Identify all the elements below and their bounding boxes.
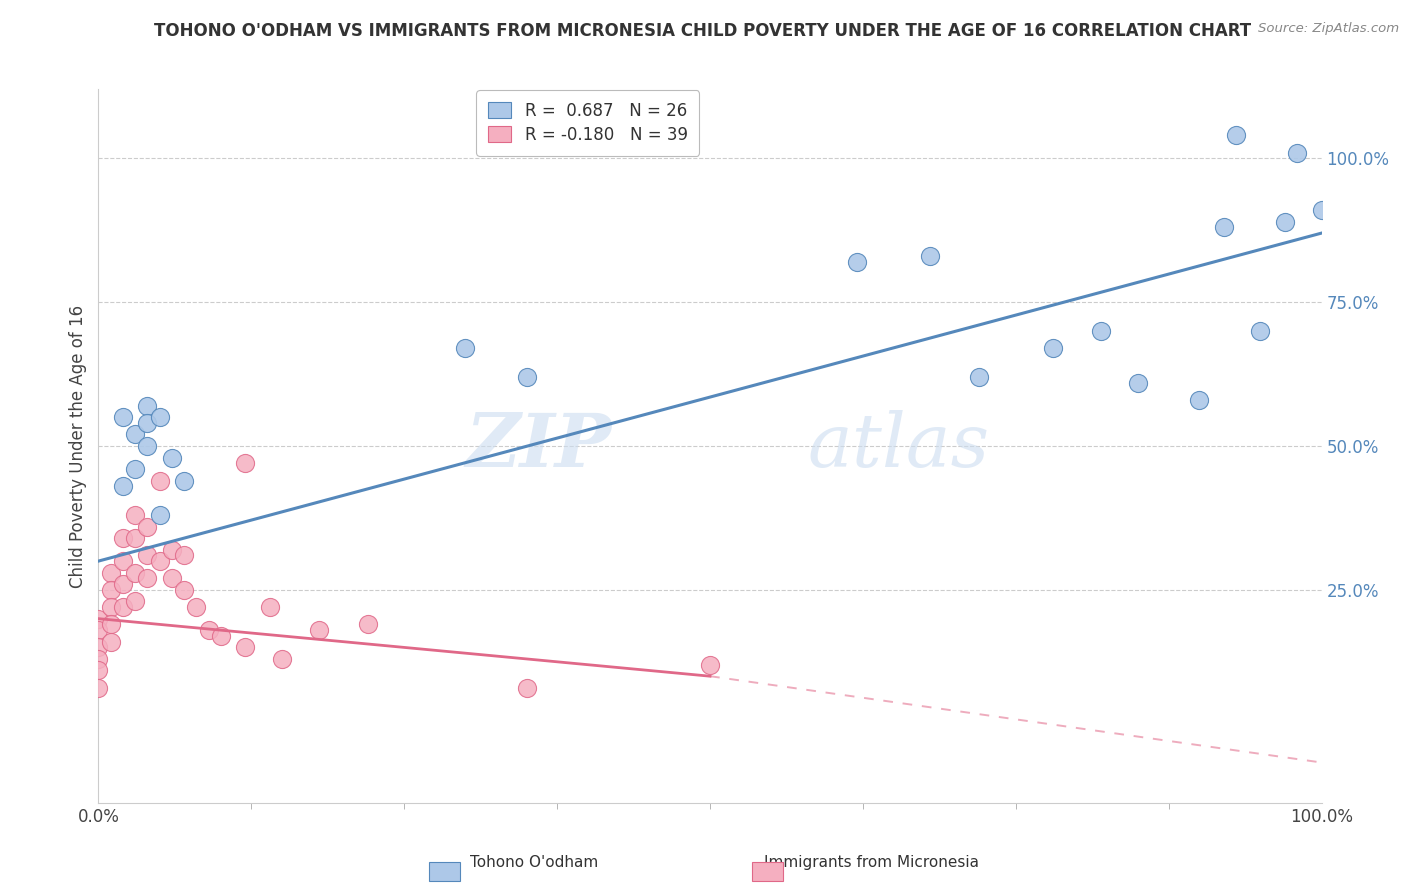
Point bbox=[87, 640, 110, 655]
Point bbox=[160, 450, 183, 465]
Text: Source: ZipAtlas.com: Source: ZipAtlas.com bbox=[1258, 22, 1399, 36]
Point bbox=[1274, 214, 1296, 228]
Point bbox=[845, 255, 868, 269]
Point bbox=[699, 657, 721, 672]
Point bbox=[920, 249, 942, 263]
Point bbox=[515, 370, 537, 384]
Point bbox=[173, 474, 195, 488]
Point bbox=[1128, 376, 1150, 390]
Point bbox=[100, 566, 122, 580]
Point bbox=[136, 519, 159, 533]
Point bbox=[173, 582, 195, 597]
Point bbox=[270, 652, 294, 666]
Point bbox=[967, 370, 990, 384]
Point bbox=[100, 634, 122, 648]
Text: TOHONO O'ODHAM VS IMMIGRANTS FROM MICRONESIA CHILD POVERTY UNDER THE AGE OF 16 C: TOHONO O'ODHAM VS IMMIGRANTS FROM MICRON… bbox=[155, 22, 1251, 40]
Point bbox=[515, 681, 537, 695]
Point bbox=[454, 341, 477, 355]
Point bbox=[124, 508, 146, 522]
Point bbox=[136, 549, 159, 563]
Point bbox=[233, 456, 256, 470]
Legend: R =  0.687   N = 26, R = -0.180   N = 39: R = 0.687 N = 26, R = -0.180 N = 39 bbox=[477, 90, 699, 155]
Point bbox=[124, 462, 146, 476]
Point bbox=[197, 623, 219, 637]
Point bbox=[124, 594, 146, 608]
Point bbox=[124, 566, 146, 580]
Point bbox=[87, 612, 110, 626]
Point bbox=[87, 623, 110, 637]
Point bbox=[1286, 145, 1309, 160]
Point bbox=[111, 410, 134, 425]
Point bbox=[136, 399, 159, 413]
Point bbox=[136, 416, 159, 430]
Point bbox=[124, 427, 146, 442]
Point bbox=[149, 554, 172, 568]
Point bbox=[100, 617, 122, 632]
Point bbox=[136, 571, 159, 585]
Point bbox=[160, 542, 183, 557]
Point bbox=[1042, 341, 1064, 355]
Point bbox=[233, 640, 256, 655]
Point bbox=[173, 549, 195, 563]
Text: Tohono O'odham: Tohono O'odham bbox=[470, 855, 599, 870]
Text: atlas: atlas bbox=[808, 409, 990, 483]
Point bbox=[149, 410, 172, 425]
Point bbox=[111, 479, 134, 493]
Point bbox=[100, 582, 122, 597]
Point bbox=[160, 571, 183, 585]
Text: Immigrants from Micronesia: Immigrants from Micronesia bbox=[765, 855, 979, 870]
Point bbox=[1090, 324, 1112, 338]
Point bbox=[1249, 324, 1271, 338]
Point bbox=[1225, 128, 1247, 143]
Point bbox=[124, 531, 146, 545]
Text: ZIP: ZIP bbox=[465, 409, 612, 483]
Point bbox=[149, 474, 172, 488]
Point bbox=[136, 439, 159, 453]
Point bbox=[1310, 202, 1333, 217]
Point bbox=[111, 531, 134, 545]
Y-axis label: Child Poverty Under the Age of 16: Child Poverty Under the Age of 16 bbox=[69, 304, 87, 588]
Point bbox=[186, 600, 208, 615]
Point bbox=[87, 681, 110, 695]
Point bbox=[308, 623, 330, 637]
Point bbox=[149, 508, 172, 522]
Point bbox=[111, 600, 134, 615]
Point bbox=[209, 629, 232, 643]
Point bbox=[1212, 220, 1234, 235]
Point bbox=[111, 554, 134, 568]
Point bbox=[1188, 392, 1211, 407]
Point bbox=[111, 577, 134, 591]
Point bbox=[259, 600, 281, 615]
Point bbox=[100, 600, 122, 615]
Point bbox=[356, 617, 378, 632]
Point bbox=[87, 652, 110, 666]
Point bbox=[87, 664, 110, 678]
